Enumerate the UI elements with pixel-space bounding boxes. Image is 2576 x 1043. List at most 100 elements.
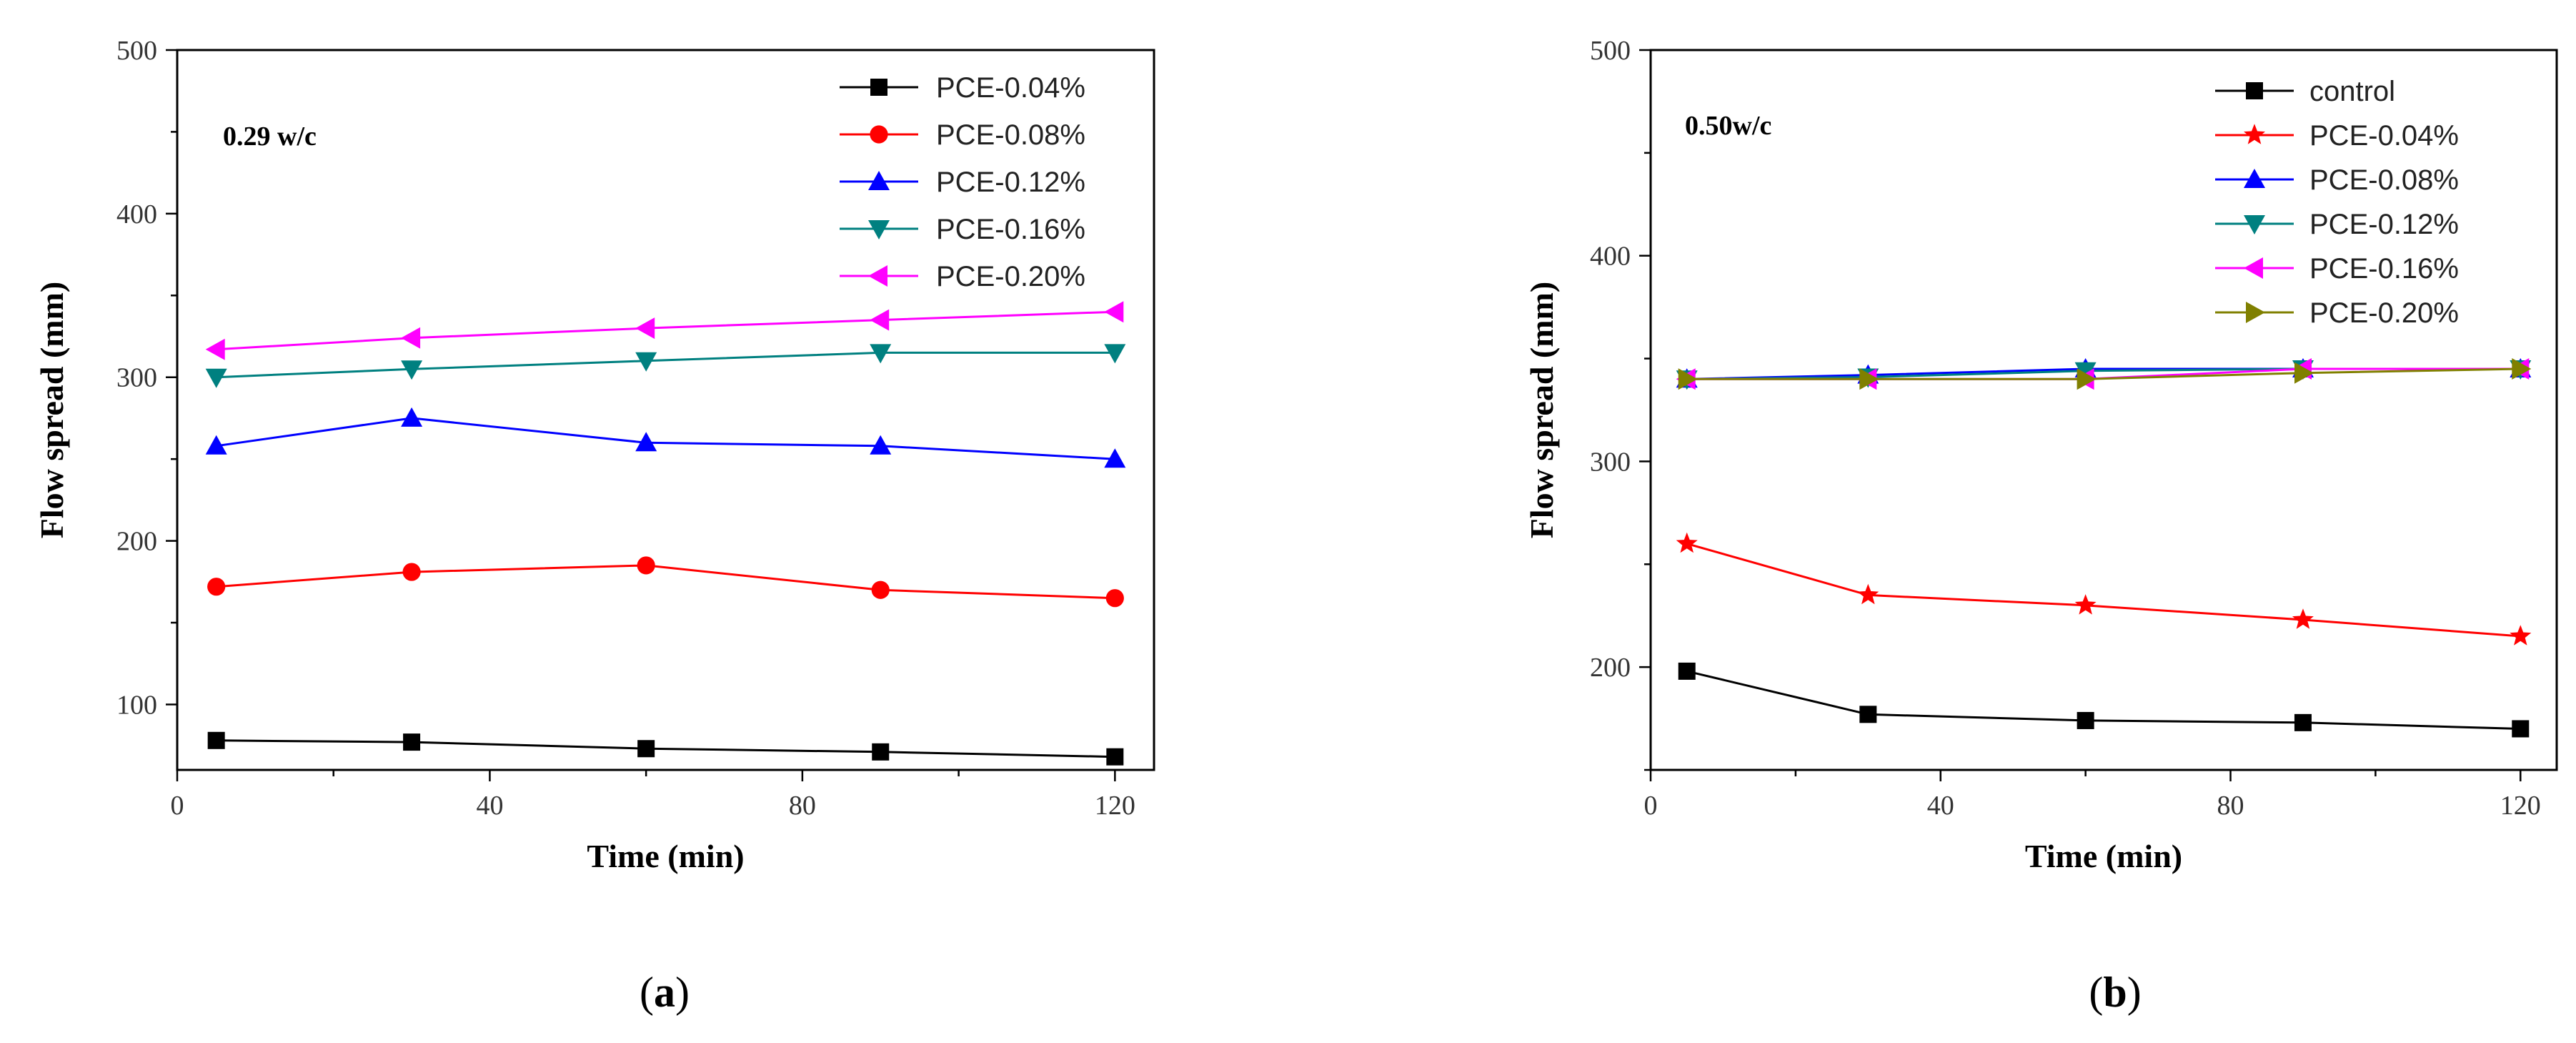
data-point	[870, 344, 892, 364]
x-tick-label: 120	[2500, 791, 2541, 821]
data-point	[870, 435, 892, 455]
panel-label: (a)	[640, 969, 690, 1016]
series-line	[1686, 543, 2521, 638]
series-line	[216, 417, 1115, 460]
legend-marker	[868, 171, 890, 190]
data-point	[205, 368, 227, 388]
series-PCE-0.08%	[1676, 358, 2532, 388]
series-PCE-0.04%	[207, 731, 1124, 766]
panel-label-open: (	[2089, 969, 2103, 1016]
panel-label: (b)	[2089, 969, 2141, 1016]
data-point	[1104, 301, 1124, 323]
legend-entry: PCE-0.12%	[2215, 209, 2459, 240]
legend-entry: PCE-0.20%	[840, 261, 1085, 292]
data-point	[205, 338, 225, 360]
y-tick-label: 200	[116, 527, 157, 557]
data-point	[2074, 594, 2097, 615]
annotation-wc: 0.29 w/c	[223, 122, 317, 152]
series-PCE-0.04%	[1676, 532, 2532, 646]
chart-panel-b: 0 40 80 120 200 300 400 500 Time (min) Flow sprea…	[1523, 36, 2558, 1016]
legend-label: PCE-0.16%	[936, 214, 1085, 245]
data-point	[403, 733, 421, 751]
x-tick-label: 120	[1095, 791, 1135, 821]
legend-entry: PCE-0.04%	[840, 72, 1085, 104]
legend-label: PCE-0.04%	[2309, 120, 2459, 152]
data-point	[2074, 362, 2097, 382]
series-control	[1678, 662, 2530, 738]
data-point	[2512, 720, 2530, 738]
y-tick-label: 300	[116, 363, 157, 393]
series-PCE-0.12%	[205, 407, 1126, 468]
plot-frame	[1649, 49, 2558, 771]
data-point	[2510, 625, 2532, 646]
data-point	[2292, 608, 2314, 629]
data-point	[1859, 706, 1877, 723]
y-tick-label: 400	[1590, 242, 1631, 272]
legend-label: PCE-0.20%	[2309, 297, 2459, 329]
y-axis-title: Flow spread (mm)	[1523, 282, 1560, 538]
data-point	[637, 556, 655, 575]
legend-label: PCE-0.16%	[2309, 253, 2459, 285]
data-point	[401, 407, 423, 427]
data-point	[635, 317, 655, 340]
data-point	[207, 731, 225, 749]
data-point	[2294, 362, 2314, 384]
plot-frame	[176, 49, 1155, 771]
legend-marker	[2244, 124, 2265, 144]
legend-label: PCE-0.08%	[936, 119, 1085, 151]
data-point	[2077, 368, 2097, 390]
series-line	[216, 564, 1115, 600]
data-point	[1104, 344, 1126, 364]
y-tick-label: 400	[116, 199, 157, 229]
series-line	[216, 351, 1115, 379]
series-PCE-0.12%	[1676, 360, 2532, 390]
data-point	[1106, 748, 1124, 766]
legend-entry: control	[2215, 76, 2395, 107]
legend-marker	[868, 265, 887, 287]
legend-marker	[2244, 257, 2263, 279]
legend-label: PCE-0.08%	[2309, 164, 2459, 196]
legend-label: PCE-0.12%	[936, 167, 1085, 198]
x-tick-label: 0	[1644, 791, 1658, 821]
x-tick-label: 0	[171, 791, 184, 821]
x-tick-label: 80	[789, 791, 816, 821]
legend-entry: PCE-0.12%	[840, 167, 1085, 198]
x-axis-title: Time (min)	[587, 838, 744, 874]
data-point	[207, 578, 226, 596]
series-PCE-0.20%	[205, 301, 1124, 360]
y-tick-label: 300	[1590, 447, 1631, 477]
data-point	[401, 360, 423, 380]
chart-panel-a: 0 40 80 120 100 200 300 400 500 Time (min) Flow sp…	[34, 36, 1155, 1016]
legend-label: PCE-0.12%	[2309, 209, 2459, 240]
x-tick-label: 40	[1927, 791, 1954, 821]
data-point	[635, 432, 657, 452]
data-point	[637, 740, 655, 758]
data-point	[2512, 358, 2532, 380]
data-point	[1857, 583, 1879, 605]
data-point	[1676, 532, 1698, 553]
panel-label-letter: a	[654, 969, 675, 1016]
panel-label-close: )	[675, 969, 690, 1016]
panel-label-open: (	[640, 969, 654, 1016]
legend-entry: PCE-0.08%	[840, 119, 1085, 151]
legend-marker	[2246, 82, 2263, 99]
series-PCE-0.16%	[205, 344, 1126, 388]
data-point	[1859, 368, 1879, 390]
series-line	[1686, 670, 2521, 730]
legend-label: PCE-0.20%	[936, 261, 1085, 292]
data-point	[871, 580, 890, 599]
data-point	[402, 563, 421, 581]
legend-marker	[2246, 302, 2265, 323]
y-tick-label: 500	[1590, 36, 1631, 66]
legend-marker	[870, 79, 887, 96]
series-PCE-0.08%	[207, 556, 1124, 608]
x-axis-title: Time (min)	[2025, 838, 2182, 874]
y-tick-label: 100	[116, 690, 157, 720]
series-PCE-0.16%	[1676, 358, 2530, 390]
annotation-wc: 0.50w/c	[1685, 111, 1771, 141]
data-point	[2294, 713, 2312, 731]
y-tick-label: 200	[1590, 653, 1631, 683]
data-point	[635, 352, 657, 372]
x-tick-label: 40	[476, 791, 503, 821]
